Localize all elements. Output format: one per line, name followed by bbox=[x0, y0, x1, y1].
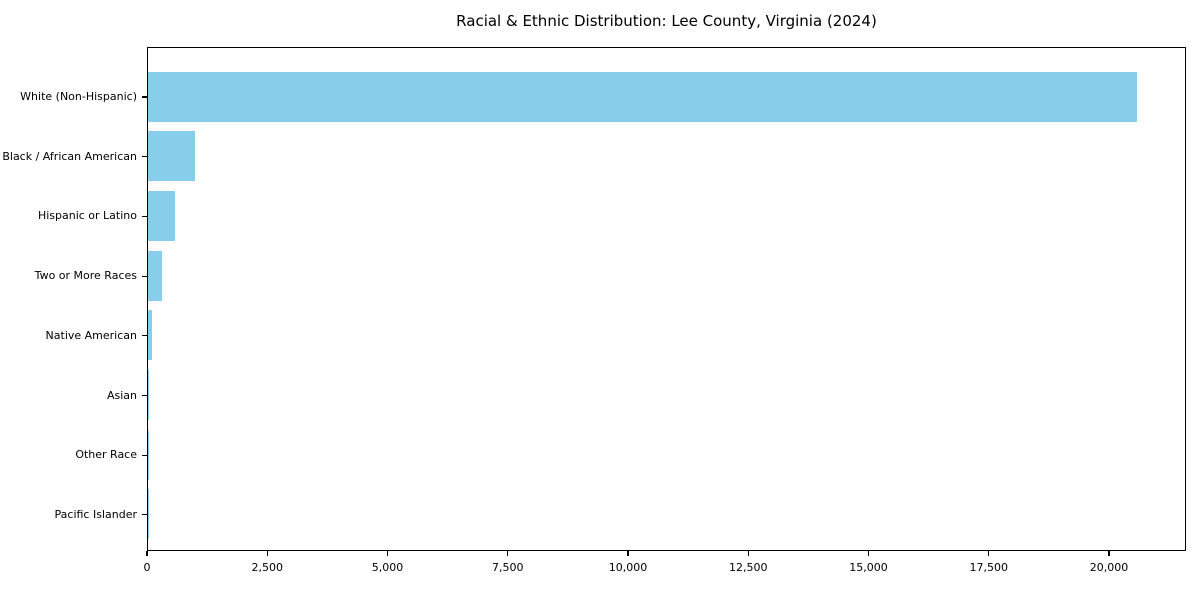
x-tick-label: 15,000 bbox=[849, 561, 888, 574]
x-tick-mark bbox=[507, 551, 509, 556]
x-tick-mark bbox=[988, 551, 990, 556]
y-tick-mark bbox=[142, 96, 147, 98]
bar bbox=[148, 370, 150, 420]
y-tick-label: Hispanic or Latino bbox=[37, 209, 137, 223]
y-tick-label: Other Race bbox=[75, 448, 137, 462]
bar bbox=[148, 190, 176, 241]
bar bbox=[148, 310, 153, 361]
plot-area bbox=[147, 47, 1186, 551]
x-tick-label: 5,000 bbox=[371, 561, 404, 574]
x-tick-label: 17,500 bbox=[969, 561, 1009, 574]
y-tick-mark bbox=[142, 215, 147, 217]
y-tick-mark bbox=[142, 514, 147, 516]
y-tick-mark bbox=[142, 454, 147, 456]
y-tick-mark bbox=[142, 275, 147, 277]
bar bbox=[148, 131, 195, 182]
bar bbox=[148, 71, 1137, 122]
bar bbox=[148, 429, 150, 480]
x-tick-mark bbox=[627, 551, 629, 556]
y-tick-mark bbox=[142, 394, 147, 397]
x-tick-label: 7,500 bbox=[492, 561, 524, 574]
x-tick-mark bbox=[1108, 551, 1110, 556]
x-tick-label: 10,000 bbox=[608, 561, 648, 574]
x-tick-label: 2,500 bbox=[251, 561, 284, 574]
y-tick-label: Native American bbox=[45, 328, 137, 342]
bar bbox=[148, 250, 162, 301]
y-tick-label: Pacific Islander bbox=[54, 507, 137, 521]
chart-title: Racial & Ethnic Distribution: Lee County… bbox=[456, 12, 877, 30]
y-tick-label: Black / African American bbox=[2, 149, 137, 163]
x-tick-label: 20,000 bbox=[1089, 561, 1129, 574]
x-tick-label: 12,500 bbox=[729, 561, 768, 574]
x-tick-mark bbox=[747, 551, 749, 556]
x-tick-mark bbox=[386, 551, 389, 556]
y-tick-label: Asian bbox=[106, 388, 137, 402]
y-tick-label: Two or More Races bbox=[34, 269, 137, 283]
y-tick-mark bbox=[142, 335, 147, 337]
y-tick-label: White (Non-Hispanic) bbox=[20, 90, 137, 103]
x-tick-mark bbox=[867, 551, 870, 556]
x-tick-mark bbox=[146, 551, 148, 556]
y-tick-mark bbox=[142, 156, 147, 158]
x-tick-label: 0 bbox=[143, 561, 151, 574]
x-tick-mark bbox=[266, 551, 268, 556]
